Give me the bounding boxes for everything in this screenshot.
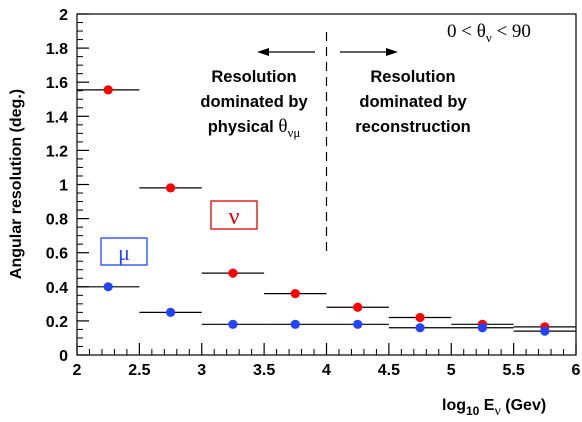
x-tick-label: 2 xyxy=(73,362,82,379)
x-tick-label: 3.5 xyxy=(253,362,275,379)
axis-ticks xyxy=(76,13,577,356)
y-tick-label: 0 xyxy=(59,348,68,365)
nu-label-box: ν xyxy=(210,200,258,230)
y-tick-label: 1 xyxy=(59,178,68,195)
x-tick-label: 5.5 xyxy=(503,362,525,379)
x-tick-label: 2.5 xyxy=(128,362,150,379)
x-axis-label-unit: (Gev) xyxy=(501,397,546,414)
nu-point xyxy=(165,183,176,193)
mu-label-box: μ xyxy=(100,237,148,266)
y-tick-label: 0.4 xyxy=(46,280,68,297)
nu-point xyxy=(228,268,238,278)
range-label-sub: ν xyxy=(486,30,492,45)
y-tick-label: 0.6 xyxy=(46,246,68,263)
x-tick-label: 4.5 xyxy=(378,362,400,379)
range-label: 0 < θν < 90 xyxy=(447,21,531,45)
y-tick-label: 1.8 xyxy=(46,41,68,58)
x-axis-label-sub: 10 xyxy=(466,404,480,418)
x-axis-label-var-sub: ν xyxy=(494,404,500,419)
x-tick-label: 4 xyxy=(322,362,331,379)
x-axis-label-main: E xyxy=(479,397,494,414)
y-tick-label: 2 xyxy=(59,7,68,24)
right-annotation-line2: dominated by xyxy=(359,93,467,111)
mu-point xyxy=(290,319,300,329)
right-annotation-line3: reconstruction xyxy=(355,118,471,136)
x-axis-label-prefix: log xyxy=(442,397,466,414)
range-label-left: 0 < θ xyxy=(447,21,486,42)
left-annotation-theta: θ xyxy=(278,116,287,137)
tick-labels: 0 0.2 0.4 0.6 0.8 1 1.2 1.4 1.6 1.8 2 2 2.5 3 3.5 4 4.5 5… xyxy=(46,7,581,379)
mu-point xyxy=(165,307,176,317)
mu-point xyxy=(228,319,238,329)
range-label-right: < 90 xyxy=(492,21,531,42)
left-annotation-theta-sub: νμ xyxy=(287,125,300,140)
mu-point xyxy=(540,326,550,336)
x-tick-label: 3 xyxy=(197,362,206,379)
x-tick-label: 5 xyxy=(447,362,456,379)
y-tick-label: 0.8 xyxy=(46,212,68,229)
mu-point xyxy=(415,323,425,333)
y-axis-label: Angular resolution (deg.) xyxy=(8,89,25,279)
right-arrow xyxy=(340,48,398,56)
mu-point xyxy=(353,319,363,329)
nu-point xyxy=(415,312,425,323)
mu-point xyxy=(477,323,488,333)
nu-point xyxy=(353,302,363,312)
right-annotation-line1: Resolution xyxy=(370,68,455,86)
x-tick-label: 6 xyxy=(572,362,581,379)
y-tick-label: 1.4 xyxy=(46,109,68,126)
y-tick-label: 1.2 xyxy=(46,143,68,160)
left-annotation-line3: physical θνμ xyxy=(208,116,301,140)
mu-label: μ xyxy=(118,240,130,265)
left-arrow xyxy=(257,48,315,56)
left-annotation-line3-text: physical xyxy=(208,118,279,136)
left-annotation-line1: Resolution xyxy=(211,68,296,86)
left-annotation-line2: dominated by xyxy=(200,93,308,111)
series-layer xyxy=(77,85,576,336)
y-tick-label: 0.2 xyxy=(46,314,68,331)
nu-point xyxy=(290,289,300,299)
y-tick-label: 1.6 xyxy=(46,75,68,92)
nu-label: ν xyxy=(229,204,240,230)
nu-point xyxy=(103,85,113,95)
mu-point xyxy=(103,282,113,292)
x-axis-label: log10 Eν (Gev) xyxy=(442,397,546,419)
